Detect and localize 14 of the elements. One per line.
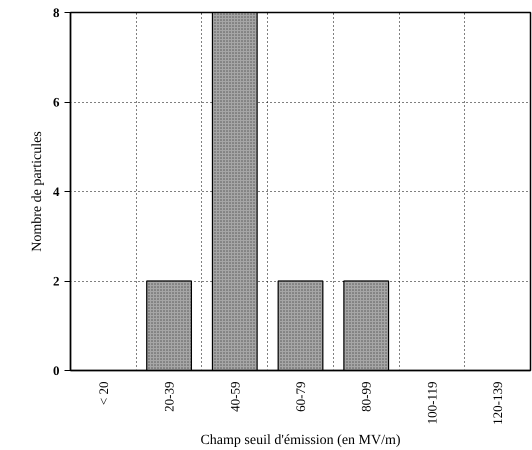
y-tick-label: 4 [53, 184, 60, 199]
x-tick-label: < 20 [96, 381, 111, 406]
y-tick-label: 2 [53, 274, 60, 288]
x-tick-label: 40-59 [227, 381, 242, 412]
x-axis-title: Champ seuil d'émission (en MV/m) [200, 432, 401, 448]
y-tick-label: 6 [53, 94, 60, 110]
x-tick-label: 20-39 [162, 381, 177, 412]
x-tick-label: 100-119 [424, 381, 440, 424]
x-tick-label: 120-139 [490, 381, 506, 425]
y-tick-label: 8 [53, 5, 60, 20]
y-tick-label: 0 [53, 363, 60, 378]
x-tick-label: 80-99 [358, 381, 374, 412]
y-axis-title: Nombre de particules [30, 131, 45, 252]
x-tick-label: 60-79 [293, 381, 308, 412]
